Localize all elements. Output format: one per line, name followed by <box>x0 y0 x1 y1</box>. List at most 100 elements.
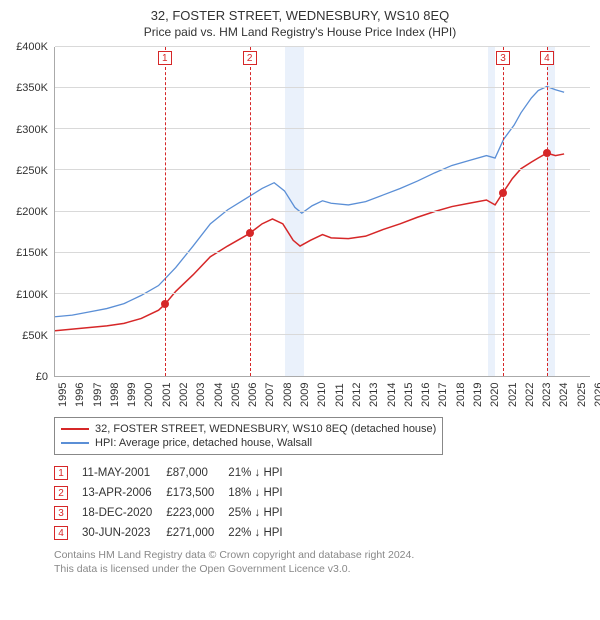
attribution-footer: Contains HM Land Registry data © Crown c… <box>54 549 590 576</box>
x-tick-label: 2010 <box>316 383 328 407</box>
event-line <box>165 47 166 376</box>
event-row: 2 13-APR-2006£173,50018% HPI <box>54 483 297 503</box>
event-line <box>250 47 251 376</box>
y-tick-label: £350K <box>16 82 48 94</box>
x-tick-label: 2014 <box>386 383 398 407</box>
page-subtitle: Price paid vs. HM Land Registry's House … <box>10 25 590 39</box>
event-date: 13-APR-2006 <box>82 483 166 503</box>
y-tick-label: £200K <box>16 206 48 218</box>
footer-line: This data is licensed under the Open Gov… <box>54 563 590 577</box>
x-tick-label: 2017 <box>437 383 449 407</box>
y-tick-label: £250K <box>16 165 48 177</box>
sale-point <box>161 300 169 308</box>
x-tick-label: 2001 <box>161 383 173 407</box>
event-line <box>503 47 504 376</box>
series-property <box>55 153 564 331</box>
sale-point <box>246 229 254 237</box>
gridline <box>55 293 590 294</box>
x-axis: 1995 1996 1997 1998 1999 2000 2001 2002 2003 2004… <box>54 377 590 411</box>
event-number-box: 3 <box>54 506 68 520</box>
x-tick-label: 2007 <box>264 383 276 407</box>
chart-legend: 32, FOSTER STREET, WEDNESBURY, WS10 8EQ … <box>54 417 443 455</box>
x-tick-label: 2021 <box>507 383 519 407</box>
event-line <box>547 47 548 376</box>
x-tick-label: 2019 <box>472 383 484 407</box>
gridline <box>55 46 590 47</box>
sale-point <box>543 149 551 157</box>
gridline <box>55 128 590 129</box>
x-tick-label: 1995 <box>57 383 69 407</box>
event-marker: 3 <box>496 51 510 65</box>
event-marker: 2 <box>243 51 257 65</box>
arrow-down-icon <box>255 507 261 519</box>
arrow-down-icon <box>255 527 261 539</box>
legend-swatch <box>61 428 89 430</box>
event-delta: 18% HPI <box>228 483 296 503</box>
arrow-down-icon <box>255 487 261 499</box>
event-number-box: 1 <box>54 466 68 480</box>
event-date: 18-DEC-2020 <box>82 503 166 523</box>
legend-label: HPI: Average price, detached house, Wals… <box>95 437 312 449</box>
gridline <box>55 252 590 253</box>
price-chart: £0£50K£100K£150K£200K£250K£300K£350K£400… <box>10 47 590 377</box>
gridline <box>55 169 590 170</box>
legend-swatch <box>61 442 89 444</box>
page-title: 32, FOSTER STREET, WEDNESBURY, WS10 8EQ <box>10 8 590 23</box>
x-tick-label: 2026 <box>593 383 600 407</box>
y-tick-label: £50K <box>22 330 48 342</box>
y-tick-label: £100K <box>16 289 48 301</box>
y-tick-label: £0 <box>36 371 48 383</box>
x-tick-label: 2022 <box>524 383 536 407</box>
x-tick-label: 2015 <box>403 383 415 407</box>
x-tick-label: 2025 <box>576 383 588 407</box>
x-tick-label: 2004 <box>213 383 225 407</box>
y-tick-label: £150K <box>16 247 48 259</box>
event-price: £223,000 <box>166 503 228 523</box>
plot-area: 1234 <box>54 47 590 377</box>
event-marker: 1 <box>158 51 172 65</box>
event-delta: 22% HPI <box>228 523 296 543</box>
x-tick-label: 2003 <box>195 383 207 407</box>
x-tick-label: 2016 <box>420 383 432 407</box>
x-tick-label: 2006 <box>247 383 259 407</box>
x-tick-label: 2002 <box>178 383 190 407</box>
gridline <box>55 211 590 212</box>
gridline <box>55 334 590 335</box>
x-tick-label: 2008 <box>282 383 294 407</box>
footer-line: Contains HM Land Registry data © Crown c… <box>54 549 590 563</box>
x-tick-label: 1998 <box>109 383 121 407</box>
event-number-box: 4 <box>54 526 68 540</box>
event-row: 4 30-JUN-2023£271,00022% HPI <box>54 523 297 543</box>
y-tick-label: £400K <box>16 41 48 53</box>
event-row: 1 11-MAY-2001£87,00021% HPI <box>54 463 297 483</box>
x-tick-label: 2018 <box>455 383 467 407</box>
arrow-down-icon <box>255 467 261 479</box>
gridline <box>55 87 590 88</box>
series-hpi <box>55 86 564 316</box>
event-row: 3 18-DEC-2020£223,00025% HPI <box>54 503 297 523</box>
legend-item: 32, FOSTER STREET, WEDNESBURY, WS10 8EQ … <box>61 422 436 436</box>
sale-point <box>499 189 507 197</box>
event-delta: 21% HPI <box>228 463 296 483</box>
x-tick-label: 2005 <box>230 383 242 407</box>
legend-label: 32, FOSTER STREET, WEDNESBURY, WS10 8EQ … <box>95 423 436 435</box>
event-price: £87,000 <box>166 463 228 483</box>
event-date: 11-MAY-2001 <box>82 463 166 483</box>
event-number-box: 2 <box>54 486 68 500</box>
chart-lines <box>55 47 590 376</box>
events-table: 1 11-MAY-2001£87,00021% HPI 2 13-APR-2006£1… <box>54 463 590 543</box>
x-tick-label: 1996 <box>74 383 86 407</box>
y-tick-label: £300K <box>16 124 48 136</box>
event-price: £271,000 <box>166 523 228 543</box>
x-tick-label: 1997 <box>92 383 104 407</box>
x-tick-label: 2000 <box>143 383 155 407</box>
x-tick-label: 2013 <box>368 383 380 407</box>
event-price: £173,500 <box>166 483 228 503</box>
event-delta: 25% HPI <box>228 503 296 523</box>
x-tick-label: 2024 <box>558 383 570 407</box>
x-tick-label: 2023 <box>541 383 553 407</box>
x-tick-label: 2011 <box>334 383 346 407</box>
x-tick-label: 2012 <box>351 383 363 407</box>
event-date: 30-JUN-2023 <box>82 523 166 543</box>
x-tick-label: 1999 <box>126 383 138 407</box>
